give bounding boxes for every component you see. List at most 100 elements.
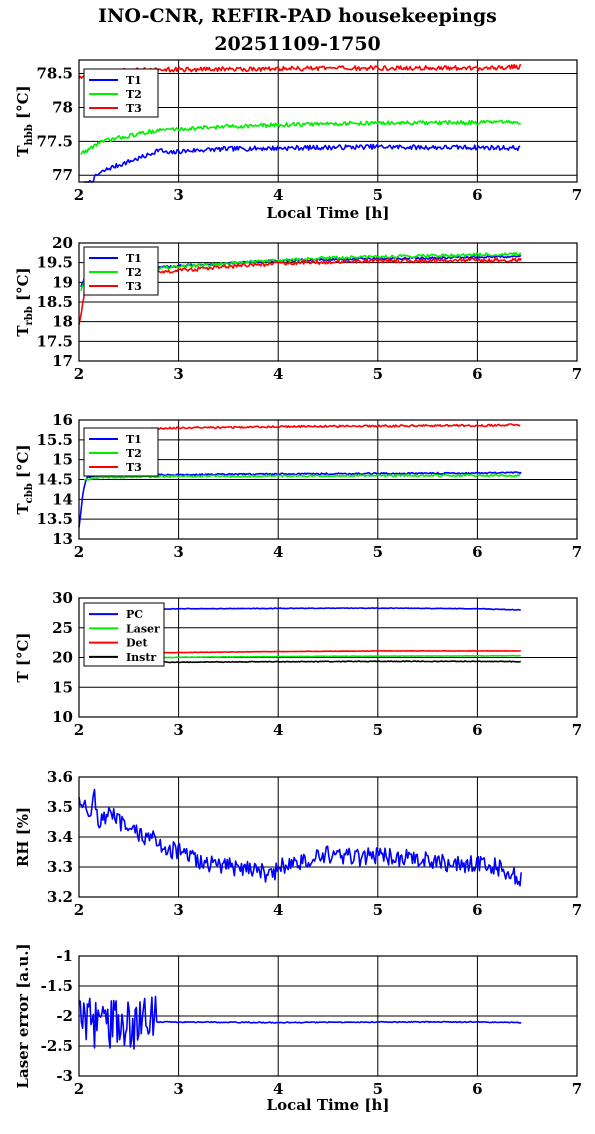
y-axis-label: T [°C] (14, 632, 32, 682)
legend-label: T1 (126, 74, 142, 87)
x-tick-label: 2 (74, 365, 84, 383)
x-tick-label: 2 (74, 543, 84, 561)
y-tick-label: 78 (52, 98, 73, 116)
y-axis-label: Laser error [a.u.] (14, 943, 32, 1088)
legend-label: T1 (126, 252, 142, 265)
figure-title-line1: INO-CNR, REFIR-PAD housekeepings (98, 5, 497, 27)
y-tick-label: 78.5 (36, 65, 73, 83)
figure-title-line2: 20251109-1750 (214, 33, 381, 55)
legend-label: T3 (126, 280, 142, 293)
y-tick-label: 20 (52, 234, 73, 252)
y-tick-label: 17 (52, 352, 73, 370)
plot-frame (78, 59, 578, 183)
series-line-instr (158, 660, 522, 664)
x-tick-label: 7 (572, 365, 582, 383)
series-line-data (78, 788, 522, 887)
y-tick-label: 18.5 (36, 293, 73, 311)
legend-label: T3 (126, 102, 142, 115)
legend-label: T3 (126, 461, 142, 474)
x-tick-label: 7 (572, 543, 582, 561)
y-tick-label: 3.5 (47, 798, 73, 816)
y-tick-label: -3 (56, 1067, 73, 1085)
y-tick-label: 18 (52, 313, 73, 331)
x-tick-label: 7 (572, 901, 582, 919)
x-tick-label: 4 (273, 186, 283, 204)
legend-label: T2 (126, 266, 142, 279)
x-axis-label: Local Time [h] (267, 1096, 390, 1114)
x-tick-label: 5 (373, 543, 383, 561)
y-tick-label: 19.5 (36, 254, 73, 272)
x-axis-label: Local Time [h] (267, 204, 390, 222)
x-tick-label: 2 (74, 721, 84, 739)
y-tick-label: 25 (52, 619, 73, 637)
y-tick-label: 15 (52, 678, 73, 696)
x-tick-label: 6 (472, 901, 482, 919)
y-axis-label: Trbb [°C] (14, 267, 35, 336)
x-tick-label: 2 (74, 186, 84, 204)
y-tick-label: 15 (52, 451, 73, 469)
x-tick-label: 4 (273, 1080, 283, 1098)
legend-label: T2 (126, 447, 142, 460)
x-tick-label: 7 (572, 1080, 582, 1098)
y-tick-label: 10 (52, 708, 73, 726)
y-tick-label: 14.5 (36, 471, 73, 489)
chart-panel-6: 2 3 4 5 6 7 -3 -2.5 -2 -1.5 -1 Laser error [a.u.] Lo… (14, 943, 582, 1114)
chart-panel-5: 2 3 4 5 6 7 3.2 3.3 3.4 3.5 3.6 RH [%] (14, 768, 582, 919)
x-tick-label: 6 (472, 721, 482, 739)
y-tick-label: 77.5 (36, 132, 73, 150)
x-tick-label: 7 (572, 721, 582, 739)
legend-label: Laser (126, 622, 160, 635)
x-tick-label: 3 (173, 721, 183, 739)
y-tick-label: 15.5 (36, 431, 73, 449)
x-tick-label: 3 (173, 1080, 183, 1098)
x-tick-label: 4 (273, 543, 283, 561)
y-tick-label: 16 (52, 411, 73, 429)
x-tick-label: 5 (373, 365, 383, 383)
y-tick-label: 3.2 (47, 888, 73, 906)
y-tick-label: 77 (52, 166, 73, 184)
x-tick-label: 2 (74, 1080, 84, 1098)
y-tick-label: -2.5 (41, 1037, 73, 1055)
series-line-t2 (83, 473, 521, 481)
y-tick-label: -2 (56, 1007, 73, 1025)
y-tick-label: 3.3 (47, 858, 73, 876)
legend-label: Det (126, 637, 149, 650)
x-tick-label: 5 (373, 186, 383, 204)
y-tick-label: 30 (52, 589, 73, 607)
y-axis-label: Tcbb [°C] (14, 444, 35, 514)
plot-frame (78, 242, 578, 362)
x-tick-label: 5 (373, 721, 383, 739)
x-tick-label: 4 (273, 721, 283, 739)
series-line-pc (158, 607, 521, 611)
legend-label: Instr (126, 651, 156, 664)
plot-frame (78, 597, 578, 718)
x-tick-label: 6 (472, 543, 482, 561)
y-tick-label: 3.4 (47, 828, 73, 846)
y-tick-label: 19 (52, 273, 73, 291)
x-tick-label: 5 (373, 1080, 383, 1098)
series-line-det (158, 650, 521, 654)
series-line-t1 (84, 143, 521, 183)
y-tick-label: 20 (52, 649, 73, 667)
x-tick-label: 6 (472, 1080, 482, 1098)
x-tick-label: 3 (173, 186, 183, 204)
legend-label: PC (126, 608, 143, 621)
x-tick-label: 4 (273, 365, 283, 383)
y-axis-label: RH [%] (14, 807, 32, 867)
y-tick-label: 13 (52, 530, 73, 548)
x-tick-label: 3 (173, 901, 183, 919)
x-tick-label: 5 (373, 901, 383, 919)
series-line-laser (158, 654, 521, 659)
x-tick-label: 6 (472, 186, 482, 204)
plot-frame (78, 776, 578, 898)
legend-label: T1 (126, 433, 142, 446)
